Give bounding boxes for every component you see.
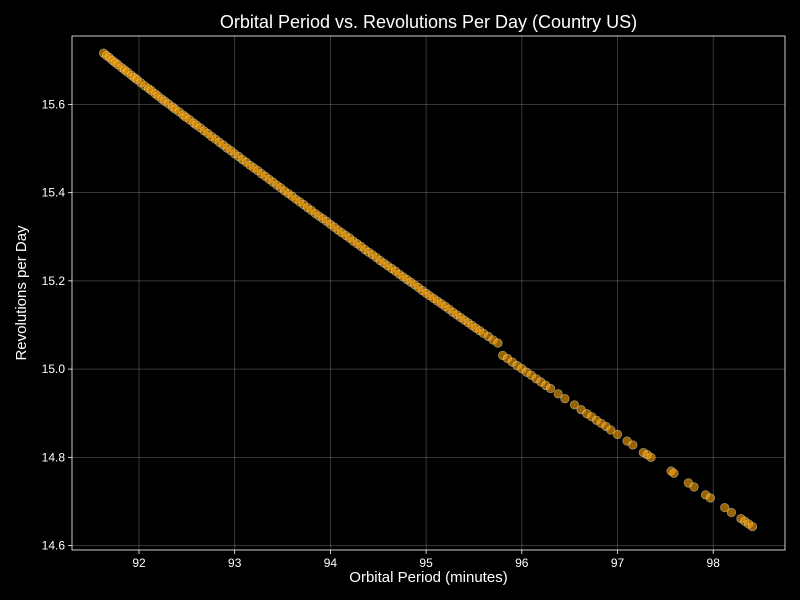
- data-point: [689, 482, 699, 492]
- chart-title: Orbital Period vs. Revolutions Per Day (…: [220, 12, 637, 32]
- x-tick-label: 95: [419, 556, 433, 570]
- data-point: [669, 468, 679, 478]
- y-tick-label: 14.8: [42, 450, 66, 464]
- x-tick-label: 92: [132, 556, 146, 570]
- data-point: [493, 338, 503, 348]
- data-point: [545, 383, 556, 394]
- x-tick-label: 93: [228, 556, 242, 570]
- data-point: [646, 452, 656, 462]
- x-tick-label: 94: [324, 556, 338, 570]
- y-tick-label: 15.2: [42, 274, 66, 288]
- data-point: [560, 394, 570, 404]
- y-tick-label: 15.0: [42, 362, 66, 376]
- y-axis-label: Revolutions per Day: [13, 225, 30, 361]
- x-tick-label: 97: [611, 556, 625, 570]
- data-point: [747, 521, 758, 532]
- ticks-layer: 92 93 94 95 96 97 98 14.6 14.8 15.0 15.2 15.4 15.6: [42, 97, 721, 570]
- x-tick-label: 96: [515, 556, 529, 570]
- data-point: [628, 440, 638, 450]
- y-tick-label: 14.6: [42, 539, 66, 553]
- data-point: [720, 502, 730, 513]
- data-point: [705, 493, 716, 503]
- data-point: [569, 400, 580, 410]
- data-point: [606, 425, 616, 435]
- plot-frame: [71, 35, 786, 551]
- data-point: [612, 429, 623, 440]
- data-point: [726, 507, 737, 518]
- y-tick-label: 15.4: [42, 186, 66, 200]
- x-tick-label: 98: [707, 556, 721, 570]
- data-point: [553, 389, 563, 399]
- y-tick-label: 15.6: [42, 97, 66, 111]
- grid-layer: [72, 36, 785, 550]
- points-layer: [98, 48, 758, 532]
- x-axis-label: Orbital Period (minutes): [349, 569, 507, 586]
